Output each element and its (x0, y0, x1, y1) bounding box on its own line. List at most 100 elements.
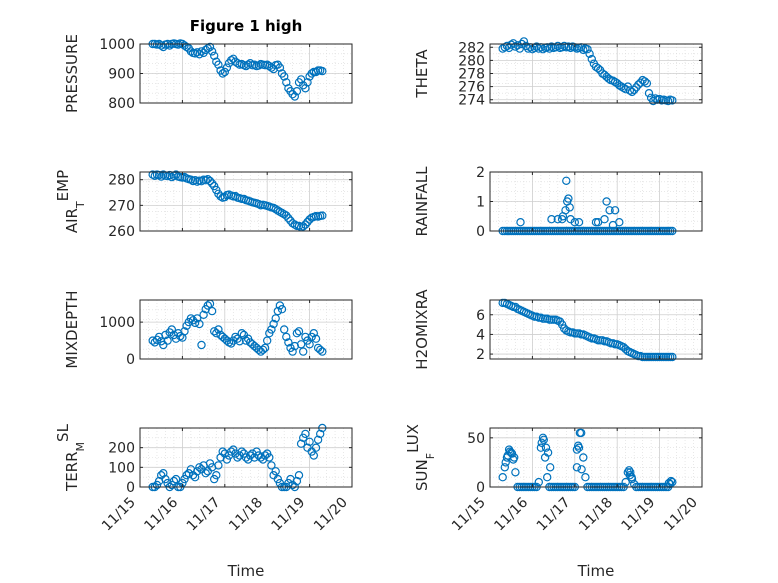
data-point (299, 347, 308, 356)
data-point (167, 325, 176, 334)
data-point (638, 352, 647, 362)
data-point (644, 88, 654, 98)
data-point (214, 461, 223, 470)
data-point (277, 305, 287, 314)
data-point (581, 473, 590, 482)
y-tick-label: 4 (476, 327, 485, 343)
data-point (316, 345, 325, 354)
y-axis-label-text: SL (54, 423, 72, 442)
x-tick-label: 11/15 (449, 495, 489, 535)
data-point (192, 467, 202, 476)
data-point (311, 67, 321, 77)
data-point (524, 44, 533, 53)
figure-title: Figure 1 high (190, 17, 303, 35)
data-point (587, 54, 597, 64)
data-point (534, 44, 544, 53)
data-point (265, 453, 274, 462)
data-point (632, 83, 641, 92)
y-axis-label: TERRMSL (54, 423, 87, 492)
x-tick-label: 11/19 (619, 495, 659, 535)
data-point (303, 78, 312, 87)
data-point (159, 469, 168, 478)
data-point (275, 63, 285, 72)
data-point (316, 429, 325, 439)
data-point (570, 217, 580, 227)
data-point (668, 477, 677, 487)
x-tick-label: 11/17 (184, 495, 224, 535)
data-point (186, 314, 196, 323)
data-point (195, 319, 204, 329)
axes-box (489, 299, 703, 360)
data-point (222, 63, 232, 72)
y-tick-label: 270 (108, 198, 135, 214)
x-tick-label: 11/16 (491, 494, 531, 534)
data-point (280, 72, 289, 81)
y-tick-label: 900 (108, 67, 135, 83)
data-point (267, 325, 276, 334)
y-tick-label: 0 (126, 480, 135, 496)
data-point (167, 172, 176, 182)
data-point (296, 340, 306, 349)
data-point (579, 45, 588, 55)
data-point (260, 343, 270, 353)
x-tick-label: 11/18 (576, 495, 616, 535)
data-point (271, 467, 280, 476)
y-axis-label-text: THETA (413, 49, 431, 99)
data-point (621, 345, 630, 354)
y-axis-label-subscript: T (74, 201, 87, 209)
y-tick-label: 0 (126, 352, 135, 368)
data-point (156, 172, 166, 181)
data-point (195, 463, 204, 472)
data-point (222, 455, 232, 464)
data-point (256, 453, 265, 462)
y-axis-label-text: EMP (54, 170, 72, 201)
data-point (627, 87, 637, 97)
data-point (231, 332, 240, 342)
data-point (602, 197, 611, 206)
data-point (561, 206, 570, 215)
x-tick-label: 11/17 (534, 495, 574, 535)
data-point (245, 451, 255, 460)
data-point (305, 340, 314, 349)
data-point (301, 429, 310, 439)
data-point (233, 334, 242, 343)
data-point (229, 445, 238, 454)
axes-box (489, 427, 703, 488)
data-point (260, 451, 270, 460)
axes-box (139, 299, 353, 360)
data-point (192, 48, 202, 57)
data-point (182, 471, 191, 480)
data-point (301, 220, 310, 229)
subplot-3: 0 1 2 RAINFALL (413, 165, 703, 240)
data-point (212, 471, 221, 480)
y-tick-label: 276 (458, 80, 485, 96)
y-axis-label: MIXDEPTH (63, 290, 81, 368)
x-axis-label: Time (577, 562, 615, 580)
data-point (575, 428, 585, 438)
y-axis-label: RAINFALL (413, 166, 431, 237)
data-point (600, 214, 609, 224)
data-point (207, 179, 217, 188)
data-point (606, 339, 616, 348)
data-point (547, 214, 556, 224)
data-point (634, 80, 643, 89)
data-point (282, 332, 291, 342)
x-axis-label: Time (227, 562, 265, 580)
data-point (311, 334, 321, 343)
data-point (220, 67, 229, 77)
data-point (269, 319, 278, 329)
data-point (284, 213, 293, 223)
data-point (290, 92, 299, 101)
data-point (294, 471, 304, 480)
data-point (258, 345, 268, 354)
data-point (161, 474, 170, 484)
data-point (254, 61, 263, 70)
data-point (273, 206, 282, 215)
data-point (543, 448, 553, 457)
data-point (214, 60, 223, 69)
y-tick-label: 282 (458, 40, 485, 56)
data-point (214, 325, 223, 334)
data-point (237, 447, 246, 456)
data-point (226, 447, 236, 456)
y-tick-label: 0 (476, 480, 485, 496)
